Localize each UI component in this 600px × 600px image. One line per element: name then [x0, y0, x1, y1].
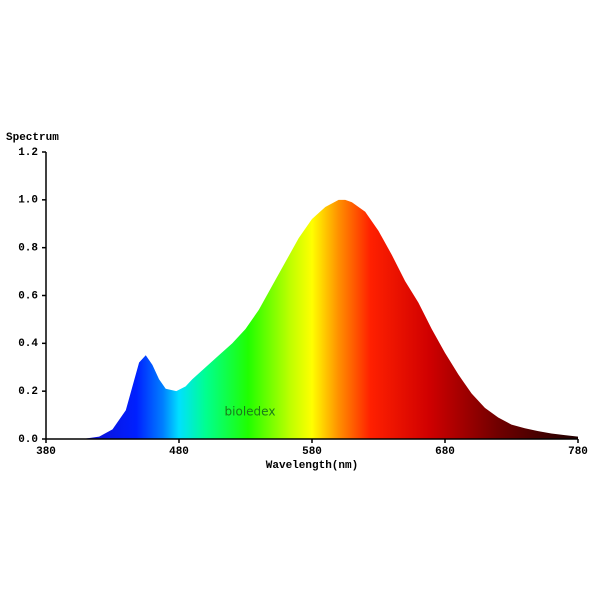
watermark: bioledex — [225, 405, 276, 419]
y-tick-label: 1.2 — [18, 147, 38, 159]
y-tick-label: 0.8 — [18, 243, 38, 255]
x-tick-label: 480 — [169, 446, 189, 458]
y-tick-label: 0.0 — [18, 434, 38, 446]
y-tick-label: 1.0 — [18, 195, 38, 207]
x-tick-label: 380 — [36, 446, 56, 458]
chart-title: Spectrum — [6, 132, 59, 144]
x-tick-label: 680 — [435, 446, 455, 458]
y-tick-label: 0.6 — [18, 290, 38, 302]
y-tick-label: 0.2 — [18, 386, 38, 398]
x-axis-label: Wavelength(nm) — [266, 460, 358, 472]
y-tick-label: 0.4 — [18, 338, 38, 350]
x-tick-label: 580 — [302, 446, 322, 458]
spectrum-area — [46, 199, 578, 439]
x-tick-label: 780 — [568, 446, 588, 458]
